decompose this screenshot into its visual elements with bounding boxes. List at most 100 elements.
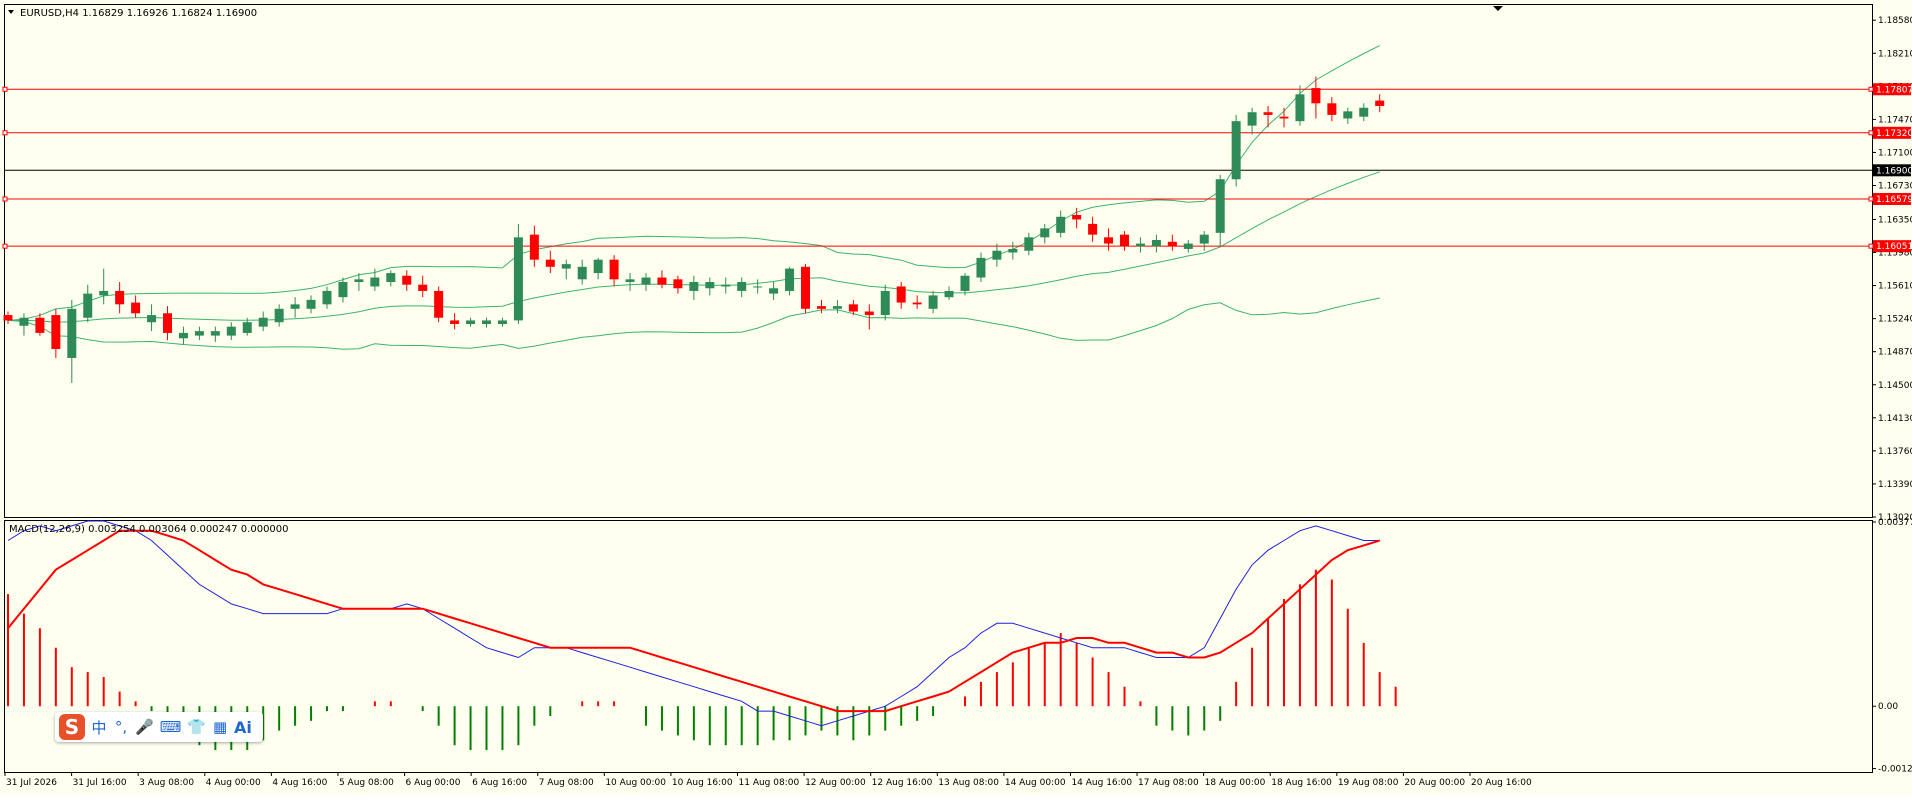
level-price-tag [1873, 126, 1911, 139]
ime-language-button[interactable]: 中 [91, 718, 107, 737]
candle-body [147, 315, 157, 323]
time-tick-label: 4 Aug 16:00 [272, 778, 327, 788]
time-tick-label: 14 Aug 16:00 [1071, 778, 1132, 788]
price-panel[interactable] [4, 4, 1873, 518]
candle-body [545, 259, 555, 267]
time-tick-label: 31 Jul 16:00 [73, 778, 127, 788]
time-tick-label: 10 Aug 16:00 [672, 778, 733, 788]
candle-body [497, 320, 507, 324]
time-tick-label: 11 Aug 08:00 [739, 778, 800, 788]
chart-shift-marker[interactable] [1493, 6, 1503, 11]
candle-body [194, 331, 204, 336]
microphone-icon[interactable]: 🎤 [135, 718, 154, 736]
candle-body [1327, 103, 1337, 115]
candle-body [1040, 228, 1050, 238]
candle-body [290, 304, 300, 309]
candle-body [99, 290, 109, 296]
candle-body [386, 273, 396, 282]
level-anchor-right[interactable] [1868, 243, 1874, 249]
candle-body [115, 290, 125, 305]
candle-body [1263, 112, 1273, 115]
candle-body [912, 302, 922, 305]
time-tick-label: 4 Aug 00:00 [206, 778, 261, 788]
level-price-label: 1.17807 [1876, 85, 1912, 95]
candle-body [896, 286, 906, 303]
skin-icon[interactable]: 👕 [187, 718, 207, 736]
candle-body [163, 313, 172, 333]
symbol-dropdown-icon[interactable] [8, 10, 14, 14]
candle-body [1199, 234, 1209, 244]
candle-body [657, 277, 667, 285]
candle-body [1231, 121, 1241, 180]
level-anchor-left[interactable] [2, 130, 8, 136]
price-tick-label: 1.14870 [1878, 348, 1912, 358]
candle-body [785, 268, 795, 291]
candle-body [1295, 94, 1305, 122]
time-tick-label: 20 Aug 16:00 [1471, 778, 1532, 788]
candle-body [402, 275, 412, 285]
level-anchor-left[interactable] [2, 243, 8, 249]
candle-body [322, 290, 332, 305]
toolbox-icon[interactable]: ▦ [212, 718, 228, 736]
candle-body [354, 279, 364, 282]
price-tick-label: 1.17470 [1878, 115, 1912, 125]
candle-body [944, 290, 954, 298]
keyboard-icon[interactable]: ⌨ [159, 718, 182, 736]
level-price-tag [1873, 83, 1911, 96]
candle-body [466, 320, 476, 324]
candle-body [976, 257, 986, 278]
candle-body [418, 284, 428, 291]
candle-body [1343, 111, 1353, 119]
candle-body [1167, 241, 1177, 247]
price-tick-label: 1.13390 [1878, 480, 1912, 490]
level-anchor-left[interactable] [2, 196, 8, 202]
time-tick-label: 7 Aug 08:00 [539, 778, 594, 788]
candle-body [3, 315, 13, 321]
candle-body [1088, 223, 1098, 235]
candle-body [864, 311, 874, 316]
level-anchor-right[interactable] [1868, 130, 1874, 136]
candle-body [370, 277, 380, 287]
macd-line [7, 520, 1380, 727]
candle-body [306, 299, 316, 309]
time-tick-label: 31 Jul 2026 [6, 778, 57, 788]
ime-punctuation-button[interactable]: °, [114, 718, 128, 736]
ime-logo-icon[interactable]: S [59, 714, 85, 740]
candle-body [1279, 116, 1289, 119]
price-tick-label: 1.14500 [1878, 381, 1912, 391]
time-tick-label: 6 Aug 16:00 [472, 778, 527, 788]
level-price-tag [1873, 240, 1911, 253]
candle-body [577, 266, 587, 280]
time-tick-label: 6 Aug 00:00 [406, 778, 461, 788]
candle-body [737, 281, 747, 291]
candle-body [226, 326, 236, 336]
macd-tick-label: -0.00128 [1878, 765, 1912, 775]
candle-body [1375, 100, 1385, 106]
candle-body [1215, 179, 1225, 233]
level-anchor-left[interactable] [2, 86, 8, 92]
candle-body [258, 317, 268, 327]
candle-body [593, 259, 603, 274]
level-anchor-right[interactable] [1868, 86, 1874, 92]
candle-body [242, 322, 252, 333]
price-tick-label: 1.18580 [1878, 16, 1912, 26]
macd-panel[interactable] [4, 520, 1873, 773]
candle-body [1183, 243, 1193, 249]
candle-body [19, 317, 29, 326]
time-tick-label: 5 Aug 08:00 [339, 778, 394, 788]
candle-body [992, 250, 1002, 260]
macd-info: MACD(12,26,9) 0.003254 0.003064 0.000247… [9, 524, 289, 535]
candle-body [960, 275, 970, 291]
candle-body [641, 277, 651, 285]
candle-body [801, 266, 810, 309]
current-price-label: 1.16900 [1876, 166, 1912, 176]
level-price-label: 1.16579 [1876, 195, 1912, 205]
level-anchor-right[interactable] [1868, 196, 1874, 202]
price-tick-label: 1.17100 [1878, 148, 1912, 158]
ime-toolbar[interactable]: S 中 °, 🎤 ⌨ 👕 ▦ Ai [55, 712, 263, 742]
candle-body [1056, 216, 1066, 233]
candle-body [880, 290, 890, 316]
ai-assistant-button[interactable]: Ai [234, 717, 252, 737]
